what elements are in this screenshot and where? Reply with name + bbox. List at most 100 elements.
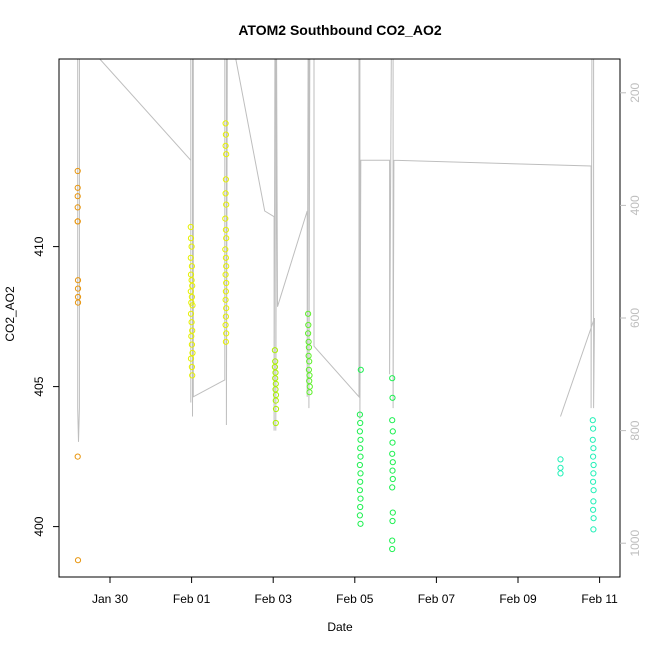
data-point [223, 279, 230, 287]
data-point [272, 405, 280, 413]
y-axis-label: CO2_AO2 [3, 286, 17, 342]
data-point [306, 389, 313, 396]
data-point [305, 310, 312, 317]
right-tick-label: 600 [628, 308, 642, 328]
data-point [188, 263, 195, 270]
data-point [187, 235, 195, 242]
y-tick-label: 405 [32, 376, 46, 396]
data-point [222, 226, 229, 233]
depth-track-layer [77, 59, 595, 442]
data-point [357, 470, 364, 477]
data-point [389, 417, 396, 424]
data-point [389, 509, 396, 516]
data-point [189, 349, 196, 357]
data-point [389, 459, 396, 466]
x-axis-label: Date [327, 620, 353, 634]
data-point [357, 478, 364, 485]
data-point [357, 495, 364, 502]
y-tick-label: 410 [32, 236, 46, 256]
data-point [590, 453, 597, 460]
data-point [357, 419, 364, 427]
data-point [589, 417, 596, 424]
data-point [357, 520, 364, 527]
data-point [271, 363, 278, 371]
right-tick-label: 1000 [628, 530, 642, 557]
data-point [222, 288, 229, 295]
data-point [590, 498, 597, 505]
data-point [357, 366, 364, 373]
data-point [189, 372, 196, 379]
data-point [222, 296, 229, 303]
data-point [188, 341, 195, 348]
data-point [389, 545, 396, 553]
data-point [223, 330, 230, 337]
data-point [271, 347, 278, 354]
data-point [272, 419, 279, 427]
right-tick-label: 800 [628, 420, 642, 440]
data-point [557, 456, 564, 463]
data-point [357, 453, 364, 460]
data-point [357, 436, 364, 443]
data-point [223, 201, 230, 208]
data-point [222, 246, 229, 253]
data-point [188, 333, 195, 340]
data-point [590, 461, 597, 469]
data-point [389, 428, 396, 435]
x-tick-label: Feb 05 [336, 592, 374, 606]
data-point [590, 515, 597, 522]
data-point [187, 288, 194, 295]
data-point [188, 363, 195, 371]
data-point [389, 450, 396, 457]
data-point [222, 271, 229, 278]
data-point [590, 478, 597, 485]
data-point [222, 338, 229, 345]
data-point [389, 484, 396, 491]
data-point [389, 375, 396, 382]
right-tick-label: 200 [628, 82, 642, 102]
data-point [222, 120, 229, 127]
data-point [188, 243, 195, 250]
data-point [189, 282, 196, 289]
x-tick-label: Feb 03 [255, 592, 293, 606]
data-point [305, 330, 312, 337]
data-point [356, 487, 363, 494]
data-point [590, 506, 597, 513]
data-point [389, 467, 396, 474]
x-axis: Jan 30 Feb 01 Feb 03 Feb 05 Feb 07 Feb 09 Feb … [92, 577, 618, 606]
data-point [590, 445, 597, 452]
data-point [188, 319, 195, 326]
data-point [189, 327, 196, 334]
data-point [389, 537, 396, 544]
data-point [356, 461, 363, 469]
data-point [306, 358, 313, 365]
data-point [222, 321, 229, 329]
y-tick-label: 400 [32, 516, 46, 536]
data-point [590, 470, 597, 477]
data-point [589, 436, 596, 443]
data-point [223, 151, 230, 158]
x-tick-label: Jan 30 [92, 592, 128, 606]
data-point [222, 254, 229, 261]
depth-track-line [77, 59, 595, 442]
data-point [188, 299, 195, 306]
x-tick-label: Feb 01 [173, 592, 211, 606]
data-point [389, 517, 396, 525]
data-point [389, 394, 396, 401]
data-point [590, 487, 597, 494]
data-point [590, 425, 597, 432]
data-point [590, 526, 597, 533]
data-point [223, 235, 230, 242]
data-point [74, 285, 82, 292]
data-point [356, 512, 363, 519]
data-point [74, 218, 81, 225]
data-point [305, 321, 312, 329]
data-point [357, 445, 364, 452]
data-point [557, 464, 564, 471]
x-tick-label: Feb 11 [581, 592, 618, 606]
chart-title: ATOM2 Southbound CO2_AO2 [238, 22, 441, 38]
right-tick-label: 400 [628, 195, 642, 215]
data-point [356, 428, 363, 435]
data-point [74, 299, 82, 306]
data-point [389, 475, 396, 483]
